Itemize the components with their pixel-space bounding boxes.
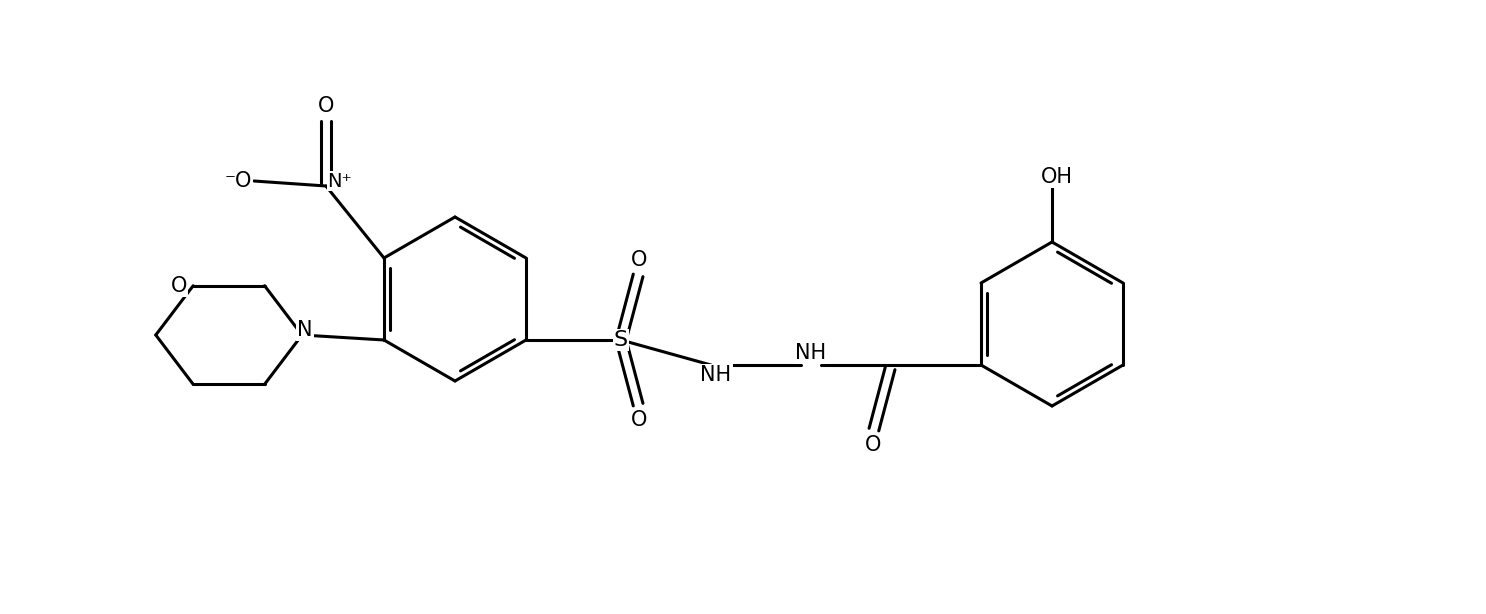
Text: OH: OH [1042,167,1073,187]
Text: N: N [297,320,312,340]
Text: S: S [614,330,629,350]
Text: NH: NH [700,365,731,385]
Text: ⁻O: ⁻O [224,171,251,191]
Text: O: O [632,410,648,430]
Text: N⁺: N⁺ [327,171,352,190]
Text: NH: NH [795,343,826,363]
Text: O: O [171,276,187,296]
Text: O: O [632,250,648,270]
Text: O: O [865,435,881,455]
Text: O: O [318,96,334,116]
